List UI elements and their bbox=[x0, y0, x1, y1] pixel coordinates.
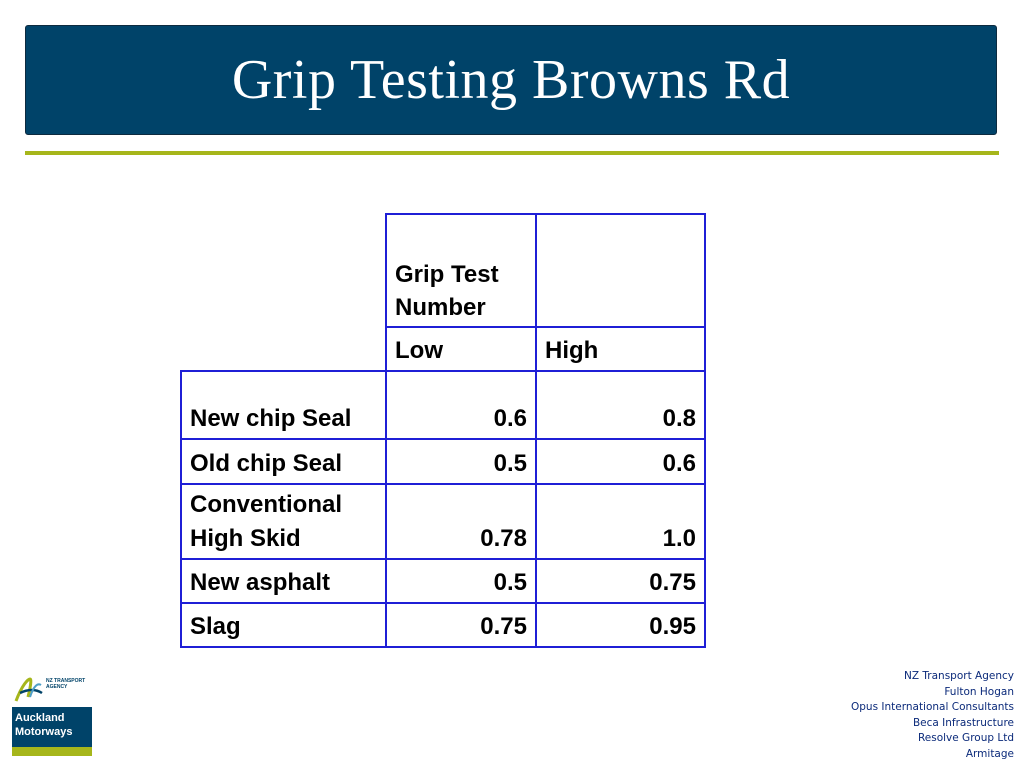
auckland-motorways-logo: NZ TRANSPORT AGENCY Auckland Motorways bbox=[12, 673, 92, 756]
grip-test-table: Grip Test Number Low High New chip Seal … bbox=[180, 213, 706, 648]
partner-item: Beca Infrastructure bbox=[912, 716, 1014, 729]
accent-divider bbox=[25, 151, 999, 155]
row-label: Old chip Seal bbox=[180, 438, 387, 485]
table-row: Old chip Seal 0.5 0.6 bbox=[180, 438, 706, 485]
row-low-value: 0.6 bbox=[385, 370, 537, 440]
row-label: Conventional High Skid bbox=[180, 483, 387, 560]
table-header-row: Grip Test Number bbox=[181, 213, 706, 372]
logo-name-panel: Auckland Motorways bbox=[12, 707, 92, 747]
row-low-value: 0.78 bbox=[385, 483, 537, 560]
table-row: New asphalt 0.5 0.75 bbox=[180, 558, 706, 604]
header-blank-cell bbox=[535, 213, 706, 328]
logo-agency-line2: AGENCY bbox=[46, 684, 68, 690]
header-grip-test-number: Grip Test Number bbox=[385, 213, 537, 328]
partner-item: NZ Transport Agency bbox=[904, 670, 1014, 682]
row-low-value: 0.5 bbox=[385, 438, 537, 485]
row-label: New chip Seal bbox=[180, 370, 387, 440]
row-high-value: 0.95 bbox=[535, 602, 706, 648]
row-low-value: 0.75 bbox=[385, 602, 537, 648]
logo-top-panel: NZ TRANSPORT AGENCY bbox=[12, 673, 92, 707]
table-row: Slag 0.75 0.95 bbox=[180, 602, 706, 648]
partner-item: Armitage bbox=[965, 747, 1014, 760]
logo-green-stripe bbox=[12, 747, 92, 756]
logo-name-line1: Auckland bbox=[15, 712, 65, 724]
nzta-swoosh-icon bbox=[14, 677, 43, 702]
row-label: New asphalt bbox=[180, 558, 387, 604]
row-high-value: 0.6 bbox=[535, 438, 706, 485]
logo-agency-line1: NZ TRANSPORT bbox=[46, 678, 86, 684]
slide-title: Grip Testing Browns Rd bbox=[231, 49, 791, 111]
table-corner-cell bbox=[181, 214, 387, 372]
row-low-value: 0.5 bbox=[385, 558, 537, 604]
table-row: New chip Seal 0.6 0.8 bbox=[180, 370, 706, 440]
partner-item: Fulton Hogan bbox=[944, 685, 1014, 698]
partner-item: Resolve Group Ltd bbox=[917, 732, 1014, 745]
logo-name-line2: Motorways bbox=[15, 726, 73, 738]
table-row: Conventional High Skid 0.78 1.0 bbox=[180, 483, 706, 560]
row-high-value: 0.8 bbox=[535, 370, 706, 440]
partner-list: NZ Transport Agency Fulton Hogan Opus In… bbox=[851, 669, 1014, 763]
row-high-value: 1.0 bbox=[535, 483, 706, 560]
row-high-value: 0.75 bbox=[535, 558, 706, 604]
row-label: Slag bbox=[180, 602, 387, 648]
partner-item: Opus International Consultants bbox=[851, 701, 1014, 714]
title-banner: Grip Testing Browns Rd bbox=[25, 25, 997, 135]
logo-agency-text: NZ TRANSPORT AGENCY bbox=[46, 678, 92, 690]
table-subheader-row: Low High bbox=[181, 326, 706, 372]
header-high: High bbox=[535, 326, 706, 372]
header-low: Low bbox=[385, 326, 537, 372]
